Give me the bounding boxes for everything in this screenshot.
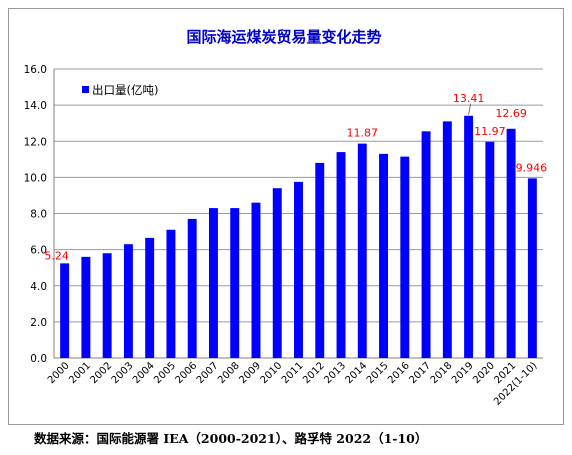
- y-tick-label: 16.0: [24, 64, 47, 76]
- x-tick-label: 2018: [429, 360, 455, 386]
- data-label: 11.87: [347, 127, 379, 140]
- bar: [187, 218, 197, 358]
- bar: [506, 128, 516, 358]
- y-tick-label: 8.0: [30, 209, 47, 221]
- x-tick-label: 2004: [131, 360, 157, 386]
- x-tick-label: 2013: [322, 360, 348, 386]
- x-tick-label: 2007: [195, 360, 221, 386]
- x-tick-label: 2012: [301, 360, 327, 386]
- data-label: 9.946: [516, 161, 548, 174]
- y-tick-label: 2.0: [30, 317, 47, 329]
- x-tick-label: 2006: [174, 360, 200, 386]
- x-tick-label: 2002: [88, 360, 114, 386]
- x-tick-label: 2001: [67, 360, 93, 386]
- x-tick-label: 2016: [386, 360, 412, 386]
- chart-title: 国际海运煤炭贸易量变化走势: [186, 28, 381, 46]
- bar: [81, 256, 91, 358]
- legend-swatch: [82, 86, 89, 93]
- bar: [485, 141, 495, 358]
- bar: [336, 152, 346, 358]
- x-tick-label: 2000: [46, 360, 72, 386]
- x-tick-label: 2017: [407, 360, 433, 386]
- source-note: 数据来源：国际能源署 IEA（2000-2021）、路孚特 2022（1-10）: [34, 431, 428, 446]
- x-tick-label: 2011: [280, 360, 306, 386]
- y-tick-label: 6.0: [30, 245, 47, 257]
- x-tick-label: 2009: [237, 360, 263, 386]
- bar: [60, 263, 70, 358]
- bar: [272, 188, 282, 358]
- bar: [464, 115, 474, 358]
- bar: [357, 143, 367, 358]
- x-tick-label: 2020: [471, 360, 497, 386]
- x-tick-label: 2010: [259, 360, 285, 386]
- bar: [251, 202, 261, 358]
- bar: [315, 162, 325, 358]
- bar: [379, 153, 389, 358]
- data-label: 5.24: [44, 249, 69, 262]
- y-tick-label: 14.0: [24, 100, 47, 112]
- bar: [102, 253, 112, 358]
- legend-label: 出口量(亿吨): [92, 83, 158, 97]
- y-tick-label: 10.0: [24, 172, 47, 184]
- x-tick-label: 2019: [450, 360, 476, 386]
- y-tick-label: 4.0: [30, 281, 47, 293]
- bar: [123, 244, 133, 358]
- x-tick-label: 2014: [344, 360, 370, 386]
- x-tick-label: 2003: [110, 360, 136, 386]
- bar: [166, 229, 176, 358]
- data-label: 12.69: [495, 107, 527, 120]
- bar: [421, 131, 431, 358]
- x-tick-label: 2008: [216, 360, 242, 386]
- x-tick-label: 2005: [152, 360, 178, 386]
- data-label: 11.97: [474, 125, 506, 138]
- bar: [400, 156, 410, 358]
- bar: [208, 208, 218, 358]
- x-tick-label: 2015: [365, 360, 391, 386]
- bar: [230, 208, 240, 358]
- data-label: 13.41: [453, 92, 485, 105]
- bar: [442, 121, 452, 358]
- bar: [294, 181, 303, 358]
- bar: [527, 178, 537, 358]
- y-tick-label: 0.0: [30, 353, 47, 365]
- bar: [145, 237, 155, 358]
- y-tick-label: 12.0: [24, 136, 47, 148]
- data-label-leader: [468, 103, 471, 115]
